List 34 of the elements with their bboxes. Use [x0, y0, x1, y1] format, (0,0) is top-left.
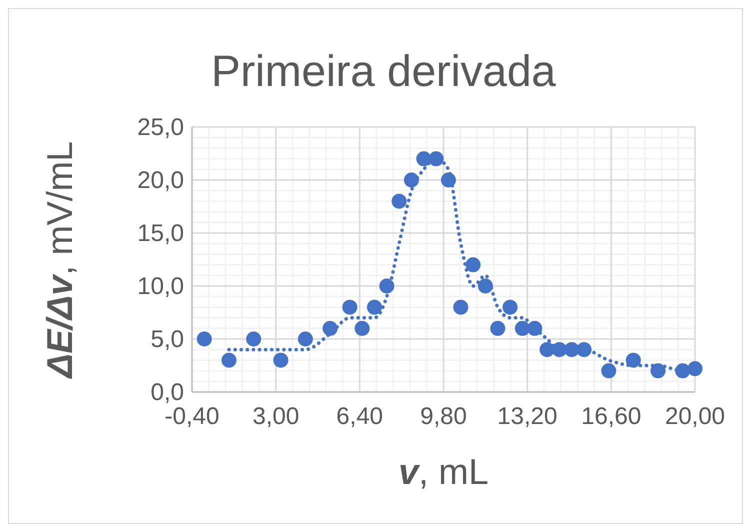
x-tick-label: 9,80 [420, 403, 467, 430]
y-tick-label: 25,0 [137, 114, 184, 141]
x-tick-label: 6,40 [336, 403, 384, 430]
point [490, 320, 506, 336]
point [354, 320, 370, 336]
point [502, 300, 518, 315]
point [366, 300, 382, 315]
y-tick-label: 15,0 [137, 220, 184, 247]
point [298, 332, 313, 346]
x-tick-label: 20,00 [664, 403, 726, 430]
point [601, 363, 616, 378]
point [196, 332, 212, 346]
x-tick-label: -0,40 [164, 403, 220, 430]
point [342, 300, 358, 315]
x-tick-label: 16,60 [581, 403, 642, 430]
y-tick-label: 5,0 [150, 326, 184, 353]
point [221, 352, 236, 368]
x-tick-label: 3,00 [252, 403, 300, 430]
point [688, 361, 702, 376]
y-tick-label: 20,0 [137, 167, 184, 194]
point [626, 352, 641, 368]
y-tick-label: 10,0 [137, 273, 184, 300]
x-tick-label: 13,20 [497, 403, 558, 430]
x-axis-title: v, mL [398, 451, 489, 492]
point [246, 332, 262, 346]
point [650, 363, 666, 378]
point [453, 300, 468, 315]
y-tick-label: 0,0 [150, 379, 184, 406]
point [273, 352, 288, 368]
y-axis-title: ΔE/Δv, mV/mL [39, 141, 80, 380]
chart-title: Primeira derivada [211, 47, 556, 96]
point [466, 257, 481, 272]
point [392, 194, 407, 209]
point [514, 320, 530, 336]
